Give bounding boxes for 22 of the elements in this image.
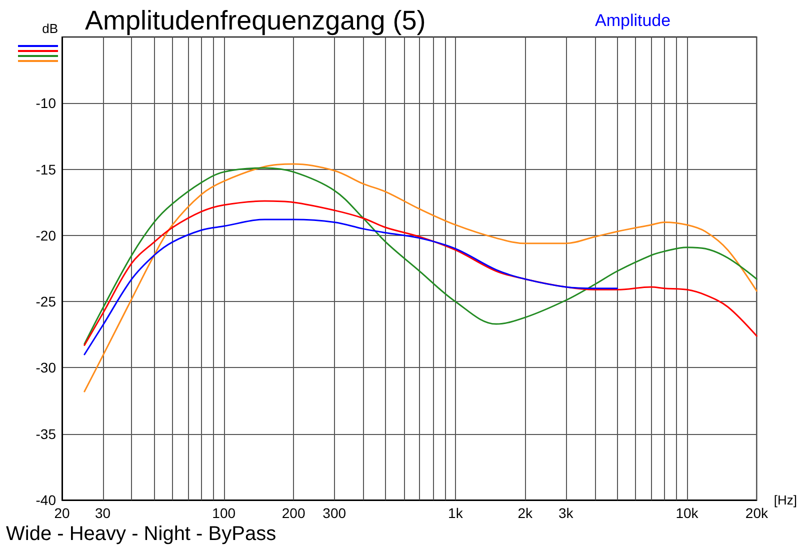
x-tick-label: 30: [94, 505, 111, 521]
text: Wide - Heavy - Night - ByPass: [6, 523, 276, 545]
x-axis-title: [Hz]: [774, 492, 798, 508]
y-axis-title: dB: [42, 21, 58, 36]
x-tick-label: 10k: [676, 505, 700, 521]
x-tick-label: 300: [322, 505, 346, 521]
y-tick-label: -15: [36, 161, 56, 178]
y-tick-label: -35: [36, 426, 56, 442]
y-tick-label: -30: [36, 360, 56, 376]
x-tick-label: 20k: [745, 505, 769, 521]
x-tick-label: 20: [54, 505, 70, 521]
x-tick-label: 1k: [448, 505, 464, 521]
x-tick-label: 100: [212, 505, 236, 521]
chart-title: Amplitudenfrequenzgang (5): [85, 6, 426, 36]
x-tick-label: 3k: [558, 505, 574, 521]
x-tick-label: 2k: [518, 505, 534, 521]
y-tick-label: -40: [36, 492, 56, 508]
chart-subtitle: Amplitude: [595, 11, 671, 30]
y-tick-label: -20: [36, 227, 56, 244]
x-tick-label: 200: [282, 505, 306, 521]
y-tick-label: -10: [36, 95, 56, 112]
y-tick-label: -25: [36, 294, 56, 310]
